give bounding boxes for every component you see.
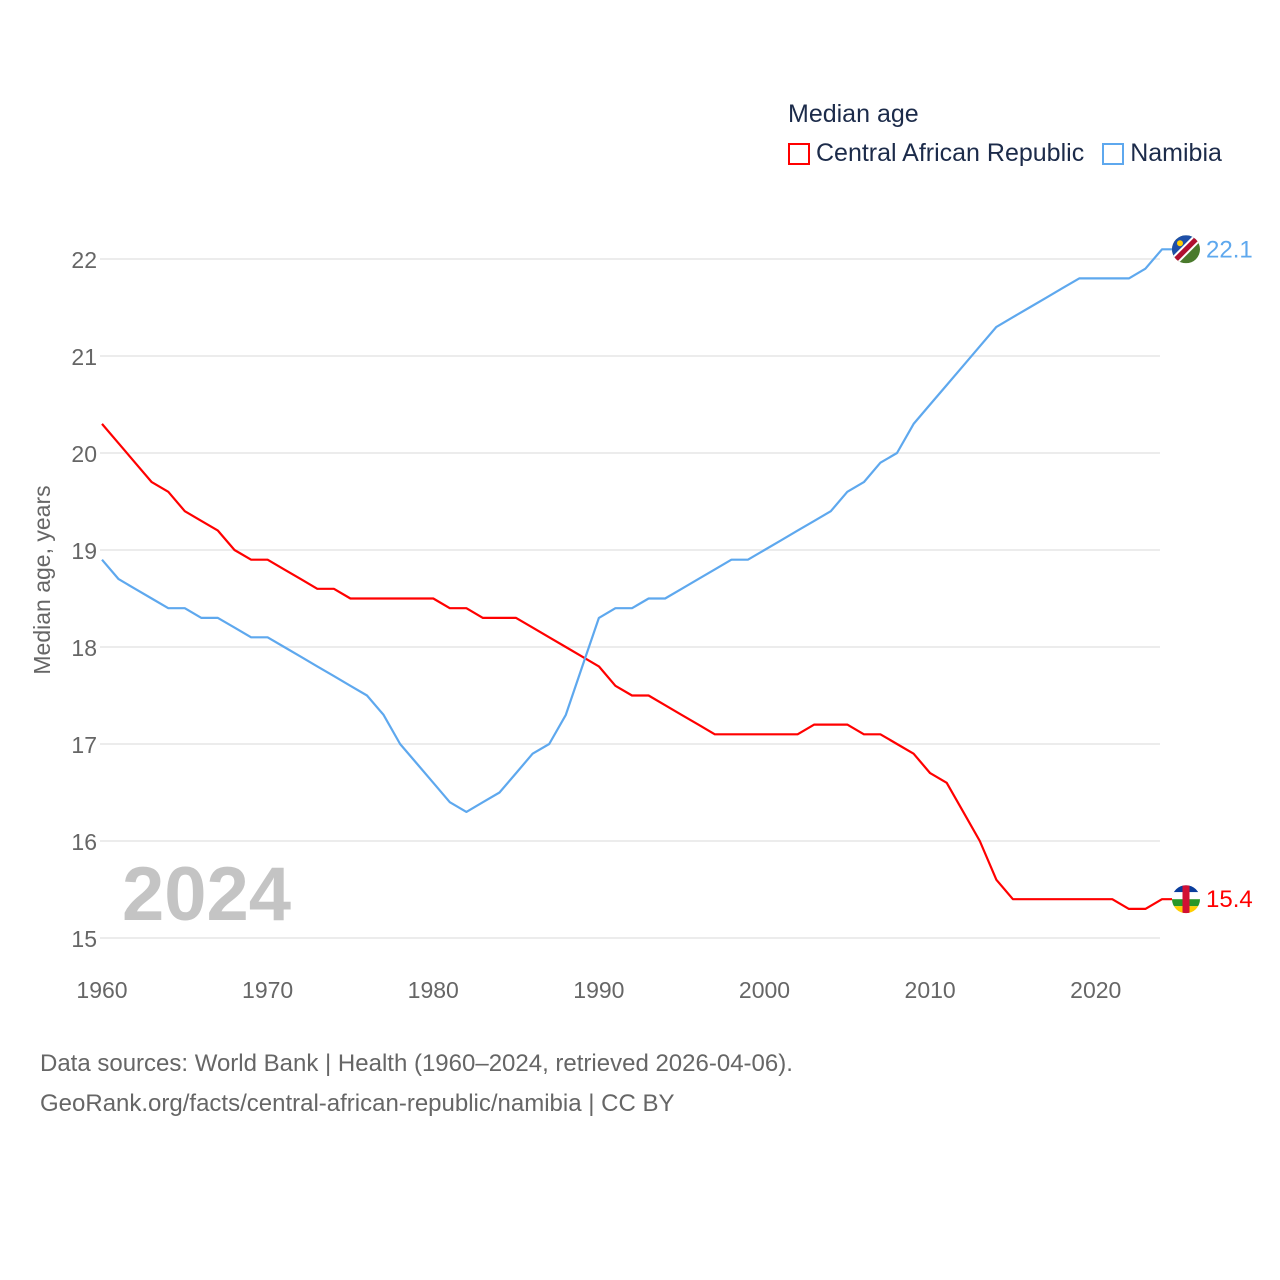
- x-tick-label: 2010: [905, 977, 956, 1003]
- data-sources: Data sources: World Bank | Health (1960–…: [40, 1050, 793, 1077]
- y-tick-label: 22: [71, 247, 97, 273]
- y-axis-label: Median age, years: [29, 485, 55, 674]
- year-watermark: 2024: [122, 852, 291, 937]
- series-line-namibia: [101, 248, 1172, 814]
- y-tick-label: 21: [71, 344, 97, 370]
- y-tick-label: 20: [71, 441, 97, 467]
- flag-stripe: [1182, 885, 1190, 914]
- x-tick-label: 1990: [573, 977, 624, 1003]
- legend-label: Central African Republic: [816, 139, 1085, 167]
- legend-item-car[interactable]: Central African Republic: [788, 139, 1084, 168]
- y-tick-label: 19: [71, 538, 97, 564]
- namibia-flag-icon: [1172, 235, 1200, 264]
- legend-title: Median age: [788, 100, 919, 128]
- series-line-car: [101, 423, 1172, 911]
- y-tick-label: 17: [71, 732, 97, 758]
- x-tick-label: 2020: [1070, 977, 1121, 1003]
- end-value-label: 22.1: [1206, 236, 1253, 263]
- y-tick-label: 16: [71, 829, 97, 855]
- legend-label: Namibia: [1130, 139, 1222, 167]
- footer: Data sources: World Bank | Health (1960–…: [40, 1044, 793, 1124]
- y-tick-label: 18: [71, 635, 97, 661]
- end-value-label: 15.4: [1206, 886, 1253, 913]
- flag-body: [1172, 885, 1200, 914]
- x-tick-label: 2000: [739, 977, 790, 1003]
- legend-item-namibia[interactable]: Namibia: [1102, 139, 1222, 168]
- x-tick-label: 1960: [76, 977, 127, 1003]
- x-tick-label: 1970: [242, 977, 293, 1003]
- flag-sun: [1177, 240, 1183, 247]
- y-tick-label: 15: [71, 926, 97, 952]
- source-link[interactable]: GeoRank.org/facts/central-african-republ…: [40, 1090, 675, 1117]
- legend-swatch-namibia: [1102, 142, 1125, 165]
- legend: Median age Central African Republic Nami…: [788, 100, 1222, 168]
- legend-swatch-car: [788, 142, 810, 165]
- car-flag-icon: [1172, 885, 1200, 914]
- flag-body: [1172, 235, 1200, 264]
- x-tick-label: 1980: [408, 977, 459, 1003]
